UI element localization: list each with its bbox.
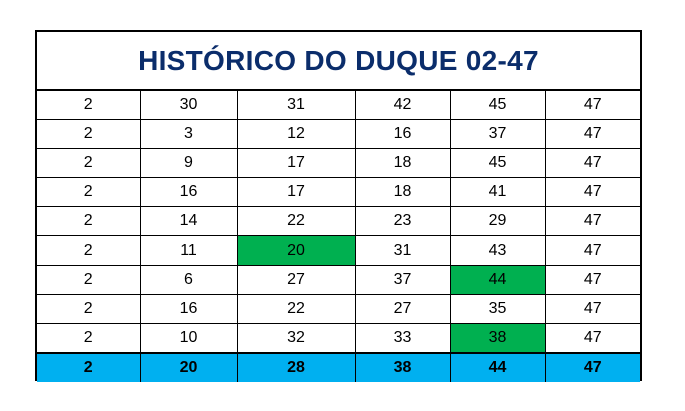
table-cell[interactable]: 47 [545, 235, 640, 266]
table-cell[interactable]: 47 [545, 323, 640, 354]
table-cell[interactable]: 27 [355, 294, 451, 324]
table-cell[interactable]: 47 [545, 294, 640, 324]
table-cell[interactable]: 2 [37, 91, 141, 121]
table-cell[interactable]: 31 [355, 235, 451, 266]
table-cell[interactable]: 2 [37, 119, 141, 150]
summary-cell[interactable]: 2 [37, 351, 141, 382]
table-cell[interactable]: 2 [37, 206, 141, 237]
table-cell[interactable]: 18 [355, 148, 451, 179]
table-row: 2 16 22 27 35 47 [37, 294, 640, 324]
table-cell[interactable]: 33 [355, 323, 451, 354]
table-cell[interactable]: 2 [37, 177, 141, 208]
table-cell[interactable]: 32 [237, 323, 356, 354]
table-row: 2 6 27 37 44 47 [37, 265, 640, 295]
table-cell[interactable]: 45 [450, 148, 546, 179]
table-cell[interactable]: 2 [37, 235, 141, 266]
table-cell[interactable]: 10 [140, 323, 238, 354]
highlighted-cell[interactable]: 38 [450, 323, 546, 354]
table-row: 2 9 17 18 45 47 [37, 148, 640, 179]
table-row: 2 3 12 16 37 47 [37, 119, 640, 150]
table-cell[interactable]: 2 [37, 265, 141, 295]
table-cell[interactable]: 42 [355, 91, 451, 121]
table-cell[interactable]: 47 [545, 148, 640, 179]
table-cell[interactable]: 16 [355, 119, 451, 150]
table-row: 2 30 31 42 45 47 [37, 91, 640, 121]
table-cell[interactable]: 18 [355, 177, 451, 208]
table-cell[interactable]: 16 [140, 177, 238, 208]
table-cell[interactable]: 22 [237, 206, 356, 237]
table-cell[interactable]: 6 [140, 265, 238, 295]
table-cell[interactable]: 9 [140, 148, 238, 179]
summary-cell[interactable]: 44 [450, 351, 546, 382]
table-row: 2 10 32 33 38 47 [37, 323, 640, 354]
table-row: 2 14 22 23 29 47 [37, 206, 640, 237]
table-cell[interactable]: 37 [450, 119, 546, 150]
table-cell[interactable]: 47 [545, 206, 640, 237]
summary-cell[interactable]: 20 [140, 351, 238, 382]
table-cell[interactable]: 23 [355, 206, 451, 237]
table-cell[interactable]: 47 [545, 177, 640, 208]
table-cell[interactable]: 45 [450, 91, 546, 121]
table-cell[interactable]: 47 [545, 91, 640, 121]
table-cell[interactable]: 30 [140, 91, 238, 121]
table-cell[interactable]: 37 [355, 265, 451, 295]
table-title[interactable]: HISTÓRICO DO DUQUE 02-47 [37, 32, 640, 91]
table-cell[interactable]: 43 [450, 235, 546, 266]
table-cell[interactable]: 2 [37, 148, 141, 179]
table-cell[interactable]: 14 [140, 206, 238, 237]
table-cell[interactable]: 31 [237, 91, 356, 121]
highlighted-cell[interactable]: 20 [237, 235, 356, 266]
table-cell[interactable]: 27 [237, 265, 356, 295]
table-row: 2 16 17 18 41 47 [37, 177, 640, 208]
table-cell[interactable]: 22 [237, 294, 356, 324]
numbers-grid: 2 30 31 42 45 47 2 3 12 16 37 47 2 9 17 18 45 47 2 16 17 18 41… [37, 91, 640, 382]
table-cell[interactable]: 2 [37, 294, 141, 324]
table-row: 2 11 20 31 43 47 [37, 235, 640, 266]
table-cell[interactable]: 47 [545, 265, 640, 295]
table-cell[interactable]: 2 [37, 323, 141, 354]
table-cell[interactable]: 47 [545, 119, 640, 150]
summary-cell[interactable]: 47 [545, 351, 640, 382]
table-cell[interactable]: 12 [237, 119, 356, 150]
table-cell[interactable]: 17 [237, 148, 356, 179]
table-cell[interactable]: 3 [140, 119, 238, 150]
table-cell[interactable]: 16 [140, 294, 238, 324]
table-cell[interactable]: 35 [450, 294, 546, 324]
highlighted-cell[interactable]: 44 [450, 265, 546, 295]
summary-cell[interactable]: 38 [355, 351, 451, 382]
duque-history-table: HISTÓRICO DO DUQUE 02-47 2 30 31 42 45 47 2 3 12… [35, 30, 642, 382]
table-cell[interactable]: 29 [450, 206, 546, 237]
summary-cell[interactable]: 28 [237, 351, 356, 382]
table-cell[interactable]: 11 [140, 235, 238, 266]
summary-row: 2 20 28 38 44 47 [37, 351, 640, 382]
table-cell[interactable]: 17 [237, 177, 356, 208]
table-cell[interactable]: 41 [450, 177, 546, 208]
